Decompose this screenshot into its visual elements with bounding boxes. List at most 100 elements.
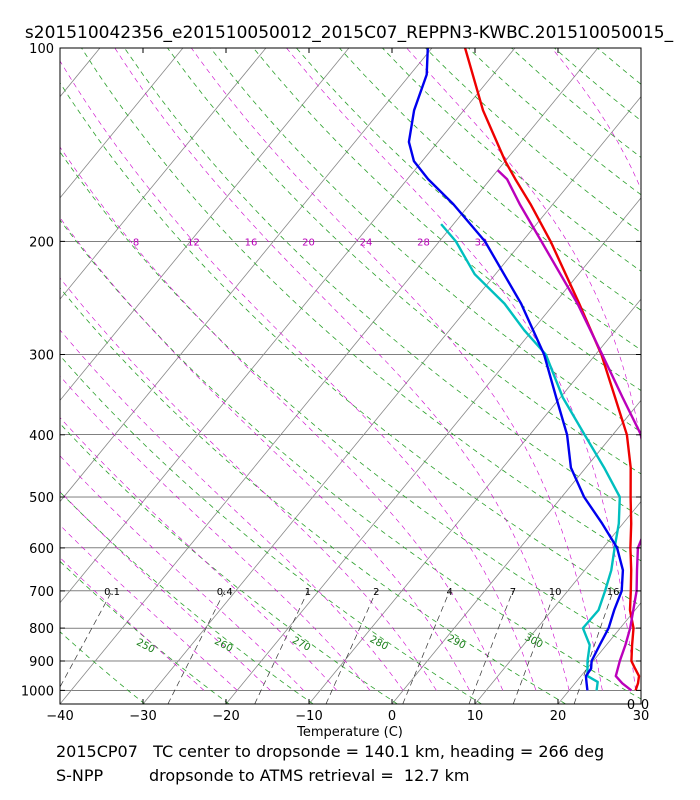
series-line-temperature bbox=[463, 48, 641, 691]
dry-adiabat-line bbox=[60, 631, 146, 704]
moist-adiabat-label: 28 bbox=[417, 237, 430, 248]
dry-adiabat-line bbox=[60, 287, 566, 704]
mixing-ratio-label: 2 bbox=[373, 587, 379, 598]
mixing-ratio-label: 0.4 bbox=[217, 587, 233, 598]
isotherm-line bbox=[640, 703, 641, 704]
corner-label: 0 bbox=[627, 698, 635, 713]
mixing-ratio-label: 4 bbox=[446, 587, 452, 598]
dry-adiabat-label: 250 bbox=[134, 637, 156, 656]
mixing-ratio-label: 16 bbox=[607, 587, 620, 598]
series-line-dewpoint bbox=[440, 223, 621, 691]
x-tick-label: 20 bbox=[550, 709, 567, 724]
moist-adiabat-line bbox=[60, 375, 371, 691]
x-tick-label: −30 bbox=[129, 709, 156, 724]
moist-adiabat-line bbox=[60, 524, 238, 691]
y-tick-label: 100 bbox=[29, 42, 54, 57]
mixing-ratio-label: 10 bbox=[549, 587, 562, 598]
moist-adiabat-line bbox=[60, 557, 205, 691]
moist-adiabat-line bbox=[60, 277, 437, 691]
dry-adiabat-line bbox=[339, 48, 641, 311]
y-tick-label: 300 bbox=[29, 348, 54, 363]
dry-adiabat-line bbox=[210, 48, 641, 433]
isotherm-line bbox=[142, 96, 641, 704]
dry-adiabat-label: 300 bbox=[523, 632, 545, 651]
footer-line-2: S-NPP dropsonde to ATMS retrieval = 12.7… bbox=[56, 766, 470, 785]
isotherm-line bbox=[60, 48, 184, 199]
isotherm-line bbox=[60, 48, 350, 401]
dry-adiabat-line bbox=[60, 491, 314, 704]
isotherm-line bbox=[0, 48, 17, 704]
moist-adiabat-line bbox=[551, 48, 641, 190]
isotherm-line bbox=[225, 197, 641, 704]
dry-adiabat-line bbox=[81, 48, 641, 562]
x-tick-label: −20 bbox=[212, 709, 239, 724]
y-tick-label: 600 bbox=[29, 542, 54, 557]
mixing-ratio-line bbox=[573, 590, 614, 704]
y-tick-label: 500 bbox=[29, 491, 54, 506]
moist-adiabat-line bbox=[60, 455, 304, 691]
moist-adiabat-line bbox=[60, 329, 404, 691]
mixing-ratio-line bbox=[254, 590, 309, 704]
isotherm-line bbox=[60, 48, 599, 704]
isotherm-line bbox=[60, 48, 516, 604]
corner-label: 0 bbox=[641, 698, 649, 713]
plot-frame bbox=[59, 47, 642, 705]
x-tick-label: −40 bbox=[46, 709, 73, 724]
mixing-ratio-line bbox=[167, 590, 226, 704]
y-tick-label: 200 bbox=[29, 235, 54, 250]
moist-adiabat-line bbox=[60, 491, 271, 691]
x-axis-label: Temperature (C) bbox=[296, 725, 403, 740]
moist-adiabat-label: 24 bbox=[360, 237, 373, 248]
x-tick-label: −10 bbox=[295, 709, 322, 724]
footer-line-1: 2015CP07 TC center to dropsonde = 140.1 … bbox=[56, 742, 605, 761]
dry-adiabat-label: 270 bbox=[290, 635, 312, 654]
mixing-ratio-label: 7 bbox=[510, 587, 516, 598]
moist-adiabat-line bbox=[191, 48, 603, 691]
dry-adiabat-label: 280 bbox=[368, 634, 390, 653]
mixing-ratio-line bbox=[60, 590, 113, 688]
chart-title: s201510042356_e201510050012_2015C07_REPP… bbox=[25, 23, 674, 43]
y-tick-label: 800 bbox=[29, 622, 54, 637]
dry-adiabat-line bbox=[60, 702, 61, 704]
moist-adiabat-line bbox=[60, 217, 470, 691]
dry-adiabat-line bbox=[511, 48, 641, 158]
dry-adiabat-line bbox=[60, 151, 641, 653]
mixing-ratio-line bbox=[402, 590, 450, 704]
isotherm-line bbox=[60, 48, 433, 503]
moist-adiabat-label: 8 bbox=[133, 237, 139, 248]
y-tick-label: 700 bbox=[29, 585, 54, 600]
mixing-ratio-line bbox=[468, 590, 514, 704]
dry-adiabat-line bbox=[60, 82, 641, 607]
dry-adiabat-line bbox=[382, 48, 641, 272]
mixing-ratio-label: 0.1 bbox=[104, 587, 120, 598]
y-tick-label: 900 bbox=[29, 655, 54, 670]
moist-adiabat-line bbox=[60, 60, 537, 691]
mixing-ratio-line bbox=[512, 590, 556, 704]
moist-adiabat-label: 16 bbox=[245, 237, 258, 248]
dry-adiabat-line bbox=[60, 560, 230, 704]
isotherm-line bbox=[391, 399, 641, 704]
dry-adiabat-label: 290 bbox=[445, 633, 467, 652]
moist-adiabat-line bbox=[286, 48, 636, 691]
dry-adiabat-line bbox=[253, 48, 641, 392]
dry-adiabat-line bbox=[640, 48, 641, 50]
dry-adiabat-line bbox=[468, 48, 641, 196]
dry-adiabat-line bbox=[124, 48, 641, 518]
isotherm-line bbox=[60, 48, 267, 300]
dry-adiabat-line bbox=[60, 355, 482, 704]
dry-adiabat-line bbox=[60, 219, 641, 700]
moist-adiabat-label: 12 bbox=[187, 237, 200, 248]
isotherm-line bbox=[474, 500, 641, 704]
x-tick-label: 30 bbox=[633, 709, 650, 724]
moist-adiabat-line bbox=[60, 146, 504, 691]
isotherm-line bbox=[60, 48, 101, 98]
series-line-retrieval-temperature bbox=[496, 169, 641, 692]
mixing-ratio-label: 1 bbox=[305, 587, 311, 598]
dry-adiabat-label: 260 bbox=[212, 636, 234, 655]
y-tick-label: 400 bbox=[29, 429, 54, 444]
isotherm-line bbox=[308, 298, 641, 704]
series-line-dropsonde-temperature bbox=[407, 48, 625, 691]
moist-adiabat-label: 20 bbox=[302, 237, 315, 248]
moist-adiabat-label: 32 bbox=[475, 237, 488, 248]
